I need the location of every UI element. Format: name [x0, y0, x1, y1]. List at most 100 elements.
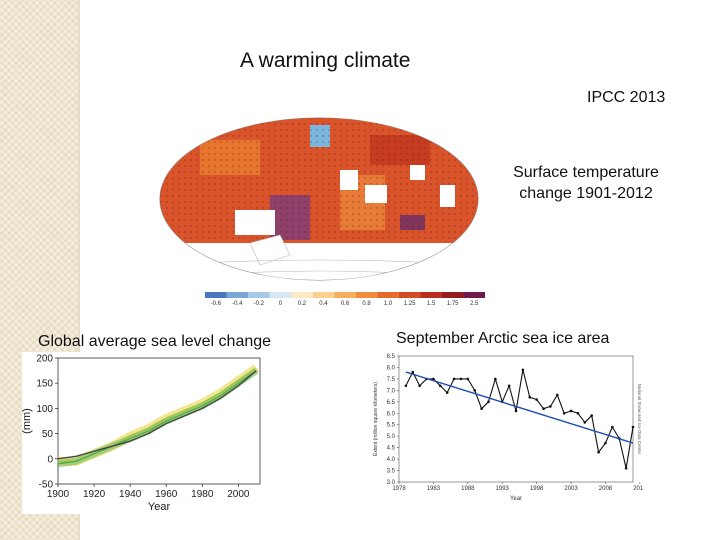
colorbar-swatch	[269, 292, 292, 298]
colorbar-tick-label: 0.8	[362, 301, 371, 307]
ice-extent-point	[542, 407, 545, 410]
colorbar-swatch	[398, 292, 421, 298]
y-tick-label: 200	[36, 354, 53, 365]
x-axis-label: Year	[510, 496, 522, 502]
y-tick-label: 100	[36, 404, 53, 415]
y-tick-label: 3.5	[387, 469, 396, 475]
decorative-sidebar	[0, 0, 78, 540]
colorbar-tick-label: 2.5	[470, 301, 479, 307]
y-tick-label: 5.0	[387, 434, 396, 440]
x-tick-label: 1940	[119, 489, 142, 500]
y-tick-label: 7.5	[387, 377, 396, 383]
colorbar-tick-label: 1.5	[427, 301, 436, 307]
ice-extent-line	[405, 369, 634, 469]
ice-extent-point	[452, 377, 456, 381]
ice-chart-background	[365, 352, 643, 508]
x-tick-label: 2000	[227, 489, 250, 500]
colorbar-tick-label: 1.25	[404, 301, 416, 307]
colorbar-tick-label: 0.4	[319, 301, 328, 307]
sea-level-chart: -50 0 50 100 150 200 1900 1920 1940 1960 1980 2000 Y…	[22, 352, 284, 514]
ice-extent-point	[549, 405, 552, 408]
sea-level-title: Global average sea level change	[38, 333, 272, 350]
ice-extent-point	[583, 421, 587, 424]
x-tick-label: 1978	[392, 486, 406, 492]
x-tick-label: 1980	[191, 489, 214, 500]
colorbar-swatch	[205, 292, 227, 298]
y-tick-label: 0	[47, 454, 53, 465]
ice-extent-point	[562, 411, 566, 415]
ice-extent-point	[528, 395, 532, 399]
map-gap	[365, 185, 387, 203]
colorbar-swatch	[334, 292, 356, 298]
map-gap	[410, 165, 425, 180]
colorbar-tick-label: -0.6	[211, 301, 222, 307]
y-tick-label: -50	[39, 480, 54, 491]
x-tick-label: 1920	[83, 489, 106, 500]
ice-extent-point	[466, 377, 470, 381]
ice-source-label: National Snow and Ice Data Center	[637, 384, 642, 455]
ice-extent-point	[555, 393, 559, 397]
map-significance-dots	[160, 118, 478, 243]
arctic-ice-title: September Arctic sea ice area	[396, 330, 610, 347]
ice-extent-point	[418, 384, 421, 388]
ice-extent-point	[576, 411, 580, 415]
temperature-map: -0.6 -0.4 -0.2 0 0.2 0.4 0.6 0.8 1.0 1.25 1.5 1.75 2…	[159, 117, 485, 307]
x-tick-label: 1900	[47, 489, 70, 500]
x-tick-label: 1998	[530, 486, 544, 492]
ice-extent-point	[480, 407, 483, 410]
y-tick-label: 150	[36, 379, 53, 390]
colorbar-swatch	[463, 292, 485, 298]
colorbar-tick-label: 0	[279, 301, 283, 307]
sea-series-line	[57, 370, 257, 460]
source-label: IPCC 2013	[587, 89, 666, 106]
map-caption-line-2: change 1901-2012	[519, 185, 653, 202]
sidebar-divider	[78, 0, 80, 540]
colorbar-swatch	[312, 292, 335, 298]
colorbar-tick-label: -0.2	[254, 301, 265, 307]
ice-extent-point	[611, 425, 614, 429]
colorbar-swatch	[226, 292, 249, 298]
x-tick-label: 2003	[564, 486, 578, 492]
ice-extent-point	[487, 400, 490, 404]
colorbar-swatch	[355, 292, 378, 298]
colorbar-tick-label: 0.2	[298, 301, 307, 307]
ice-extent-point	[494, 377, 497, 381]
colorbar-tick-label: 1.75	[447, 301, 459, 307]
colorbar-swatch	[291, 292, 313, 298]
ice-extent-point	[590, 414, 594, 417]
colorbar-tick-label: 1.0	[384, 301, 393, 307]
arctic-ice-chart: 3.0 3.5 4.0 4.5 5.0 5.5 6.0 6.5 7.0 7.5 8.0 8.5 1978…	[365, 352, 643, 508]
y-tick-label: 6.0	[387, 411, 396, 417]
colorbar-swatch	[377, 292, 399, 298]
map-gap	[235, 210, 275, 235]
ice-extent-point	[569, 409, 573, 413]
y-axis-label: (mm)	[22, 408, 33, 434]
y-tick-label: 4.0	[387, 457, 396, 463]
map-caption-line-1: Surface temperature	[513, 164, 659, 181]
map-caption: Surface temperature change 1901-2012	[486, 162, 686, 204]
ice-extent-point	[473, 389, 477, 392]
ice-extent-point	[404, 384, 408, 388]
ice-extent-point	[604, 441, 607, 445]
ice-extent-point	[535, 398, 538, 401]
ice-trend-line	[405, 371, 634, 444]
ice-extent-point	[445, 391, 449, 394]
colorbar-swatch	[248, 292, 270, 298]
colorbar-swatch	[441, 292, 464, 298]
y-tick-label: 5.5	[387, 423, 396, 429]
colorbar-swatch	[420, 292, 442, 298]
ice-extent-point	[438, 384, 442, 388]
ice-extent-point	[507, 384, 511, 388]
map-colorbar: -0.6 -0.4 -0.2 0 0.2 0.4 0.6 0.8 1.0 1.25 1.5 1.75 2…	[205, 292, 485, 307]
y-tick-label: 6.5	[387, 400, 396, 406]
ice-extent-point	[432, 377, 435, 381]
x-tick-label: 1983	[427, 486, 441, 492]
ice-extent-point	[459, 377, 463, 381]
colorbar-tick-label: 0.6	[341, 301, 350, 307]
ice-extent-point	[597, 450, 600, 454]
ice-extent-point	[411, 370, 415, 374]
ice-extent-point	[514, 409, 518, 413]
slide-title: A warming climate	[240, 49, 411, 72]
ice-extent-point	[631, 425, 635, 429]
y-tick-label: 8.5	[387, 354, 396, 360]
